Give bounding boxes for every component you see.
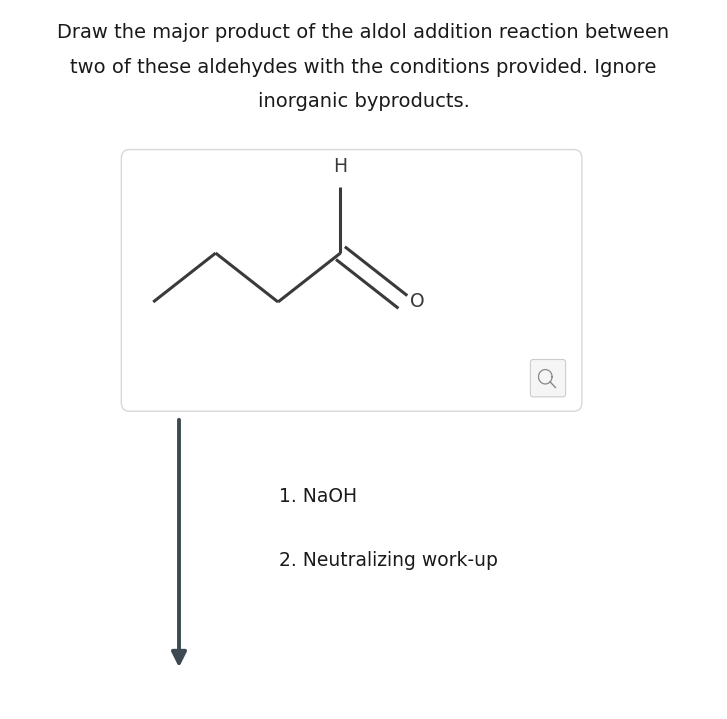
Text: 1. NaOH: 1. NaOH: [278, 487, 357, 505]
Text: 2. Neutralizing work-up: 2. Neutralizing work-up: [278, 551, 497, 570]
FancyBboxPatch shape: [531, 360, 566, 397]
Text: two of these aldehydes with the conditions provided. Ignore: two of these aldehydes with the conditio…: [71, 58, 656, 76]
Text: inorganic byproducts.: inorganic byproducts.: [257, 92, 470, 111]
Text: O: O: [411, 293, 425, 311]
FancyBboxPatch shape: [121, 150, 582, 411]
Text: H: H: [334, 157, 348, 175]
Text: Draw the major product of the aldol addition reaction between: Draw the major product of the aldol addi…: [57, 23, 670, 42]
